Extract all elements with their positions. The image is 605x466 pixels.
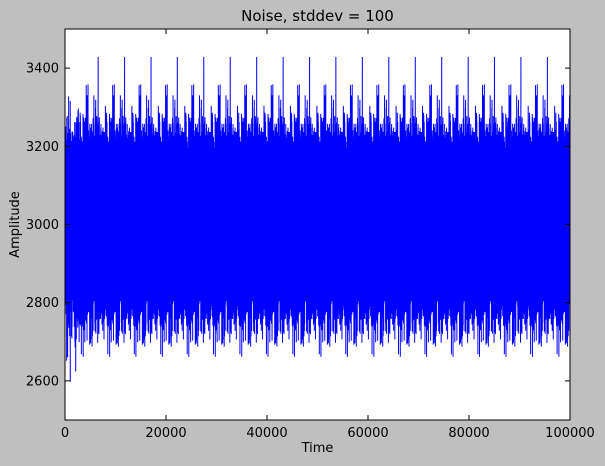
x-axis-label: Time <box>301 441 334 456</box>
x-tick-label: 20000 <box>145 426 186 441</box>
y-tick-label: 2800 <box>26 296 59 311</box>
x-tick-label: 80000 <box>448 426 489 441</box>
y-tick-label: 2600 <box>26 374 59 389</box>
x-tick-label: 60000 <box>347 426 388 441</box>
x-tick-label: 100000 <box>545 426 595 441</box>
chart-title: Noise, stddev = 100 <box>241 7 394 25</box>
axis-ticks: 0 20000 40000 60000 80000 100000 2600 2800 3000 3… <box>26 29 595 441</box>
y-tick-label: 3000 <box>26 218 59 233</box>
noise-series-line <box>65 56 570 382</box>
x-tick-label: 40000 <box>246 426 287 441</box>
y-tick-label: 3400 <box>26 62 59 77</box>
x-tick-label: 0 <box>61 426 69 441</box>
y-tick-label: 3200 <box>26 140 59 155</box>
y-axis-label: Amplitude <box>8 191 23 258</box>
